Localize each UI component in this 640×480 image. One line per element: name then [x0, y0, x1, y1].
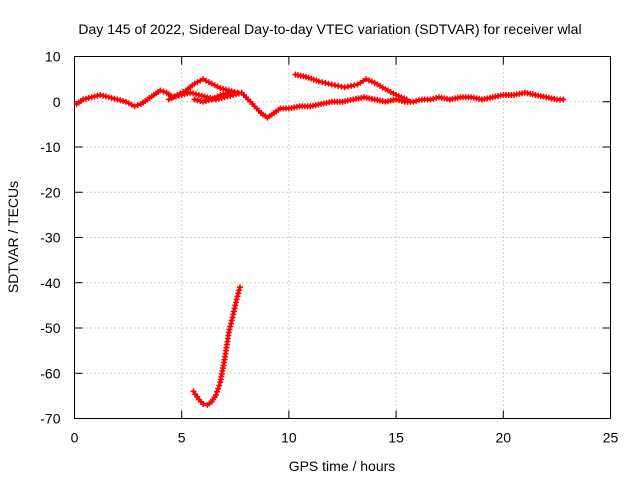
- data-point: [220, 91, 227, 98]
- data-point: [214, 388, 221, 395]
- data-point: [202, 97, 209, 104]
- data-point: [227, 92, 234, 99]
- data-point: [560, 96, 567, 103]
- y-axis-ticks: 10 0 -10 -20 -30 -40 -50 -60 -70: [40, 49, 611, 427]
- data-point: [217, 91, 224, 98]
- data-point: [216, 382, 223, 389]
- data-point: [197, 97, 204, 104]
- y-tick-label: -60: [40, 365, 60, 381]
- grid-lines: [74, 56, 611, 419]
- data-point: [427, 96, 434, 103]
- x-tick-label: 10: [281, 430, 297, 446]
- data-point: [191, 96, 198, 103]
- data-point: [111, 95, 118, 102]
- x-axis-ticks: 0 5 10 15 20 25: [71, 56, 619, 446]
- data-point: [120, 97, 127, 104]
- y-axis-label: SDTVAR / TECUs: [5, 181, 21, 293]
- data-point: [192, 91, 199, 98]
- data-point: [82, 95, 89, 102]
- data-point: [91, 93, 98, 100]
- y-tick-label: -50: [40, 320, 60, 336]
- x-tick-label: 25: [603, 430, 619, 446]
- data-point: [97, 91, 104, 98]
- data-point: [223, 90, 230, 97]
- data-point: [94, 92, 101, 99]
- data-series: [73, 71, 567, 408]
- data-point: [190, 90, 197, 97]
- data-point: [237, 284, 244, 291]
- data-point: [117, 97, 124, 104]
- data-point: [410, 98, 417, 105]
- data-point: [187, 89, 194, 96]
- data-point: [234, 293, 241, 300]
- data-point: [88, 94, 95, 101]
- data-point: [200, 98, 207, 105]
- data-point: [235, 290, 242, 297]
- series-1: [165, 76, 241, 103]
- data-point: [368, 78, 375, 85]
- data-point: [213, 391, 220, 398]
- data-point: [325, 80, 332, 87]
- data-point: [201, 93, 208, 100]
- series-2: [191, 89, 232, 105]
- data-point: [157, 87, 164, 94]
- x-tick-label: 20: [496, 430, 512, 446]
- series-3: [292, 71, 410, 103]
- series-4: [190, 284, 244, 408]
- x-tick-label: 15: [388, 430, 404, 446]
- data-point: [234, 89, 241, 96]
- data-point: [220, 85, 227, 92]
- series-0: [73, 87, 567, 121]
- data-point: [102, 93, 109, 100]
- data-point: [131, 103, 138, 110]
- data-point: [215, 385, 222, 392]
- data-point: [403, 96, 410, 103]
- y-tick-label: -20: [40, 184, 60, 200]
- data-point: [363, 76, 370, 83]
- data-point: [205, 97, 212, 104]
- data-point: [231, 88, 238, 95]
- data-point: [160, 88, 167, 95]
- data-point: [415, 97, 422, 104]
- x-tick-label: 5: [178, 430, 186, 446]
- y-tick-label: 0: [53, 94, 61, 110]
- data-point: [217, 85, 224, 92]
- x-axis-label: GPS time / hours: [289, 458, 396, 474]
- y-tick-label: -40: [40, 275, 60, 291]
- data-point: [200, 401, 207, 408]
- data-point: [80, 96, 87, 103]
- data-point: [413, 97, 420, 104]
- y-tick-label: -10: [40, 139, 60, 155]
- data-point: [430, 95, 437, 102]
- data-point: [319, 79, 326, 86]
- data-point: [85, 94, 92, 101]
- chart-title: Day 145 of 2022, Sidereal Day-to-day VTE…: [78, 21, 581, 37]
- data-point: [433, 94, 440, 101]
- data-point: [322, 79, 329, 86]
- data-point: [236, 287, 243, 294]
- data-point: [105, 94, 112, 101]
- data-point: [114, 96, 121, 103]
- data-point: [198, 92, 205, 99]
- data-point: [194, 97, 201, 104]
- data-point: [225, 89, 232, 96]
- data-point: [195, 91, 202, 98]
- data-point: [315, 78, 322, 85]
- y-tick-label: -70: [40, 411, 60, 427]
- data-point: [100, 92, 107, 99]
- y-tick-label: -30: [40, 230, 60, 246]
- data-point: [365, 77, 372, 84]
- y-tick-label: 10: [45, 49, 61, 65]
- x-tick-label: 0: [71, 430, 79, 446]
- data-point: [108, 94, 115, 101]
- data-point: [134, 102, 141, 109]
